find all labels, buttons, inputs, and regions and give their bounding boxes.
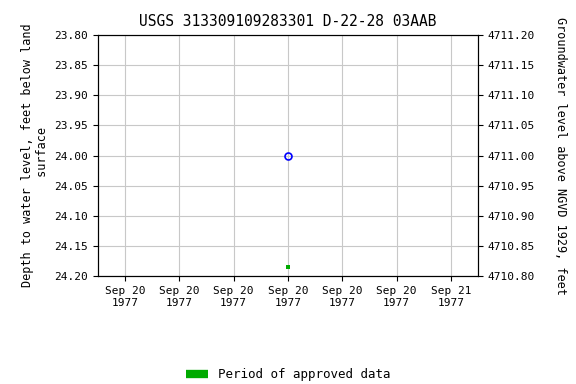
- Y-axis label: Groundwater level above NGVD 1929, feet: Groundwater level above NGVD 1929, feet: [555, 17, 567, 295]
- Y-axis label: Depth to water level, feet below land
 surface: Depth to water level, feet below land su…: [21, 24, 49, 287]
- Title: USGS 313309109283301 D-22-28 03AAB: USGS 313309109283301 D-22-28 03AAB: [139, 14, 437, 29]
- Legend: Period of approved data: Period of approved data: [180, 363, 396, 384]
